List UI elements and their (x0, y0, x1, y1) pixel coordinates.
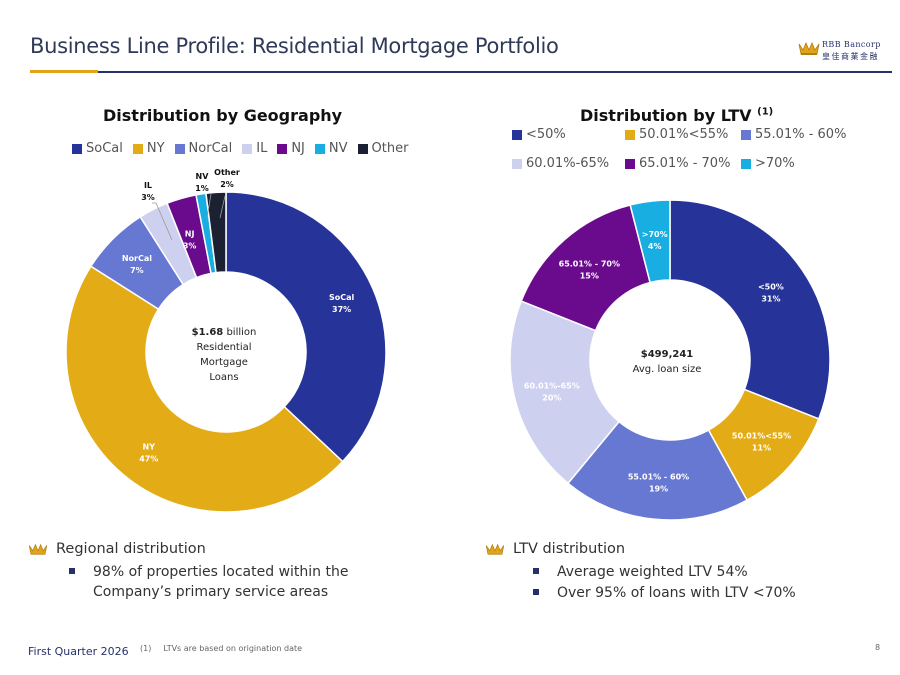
square-bullet-icon (533, 568, 539, 574)
ltv-chart-title: Distribution by LTV (1) (580, 106, 774, 125)
geography-center-label: $1.68 billion Residential Mortgage Loans (191, 327, 257, 383)
legend-label: NorCal (188, 141, 233, 156)
geography-legend: SoCal NY NorCal IL NJ NV Other (72, 141, 432, 156)
legend-item-socal: SoCal (72, 141, 123, 156)
legend-swatch (741, 158, 751, 169)
crown-bullet-icon (485, 543, 505, 555)
square-bullet-icon (533, 589, 539, 595)
legend-label: NV (328, 141, 348, 156)
legend-label: NY (146, 141, 165, 156)
slice-label-50-01-55: 50.01%<55% 11% (732, 432, 791, 453)
crown-bullet-icon (28, 543, 48, 555)
legend-label: 60.01%-65% (526, 156, 610, 171)
slice-socal (225, 191, 387, 463)
ltv-center-label: $499,241 Avg. loan size (632, 349, 702, 375)
legend-item-65-01-70: 65.01% - 70% (625, 156, 741, 171)
legend-swatch (132, 143, 143, 154)
bullet-item: Average weighted LTV 54% (533, 562, 748, 582)
legend-swatch (625, 158, 635, 169)
slice-label-norcal: NorCal 7% (122, 254, 152, 275)
page-title: Business Line Profile: Residential Mortg… (30, 34, 559, 58)
legend-swatch (174, 143, 185, 154)
square-bullet-icon (69, 568, 75, 574)
bullet-item: 98% of properties located within the Com… (69, 562, 393, 602)
legend-swatch (314, 143, 325, 154)
crown-icon (798, 41, 820, 55)
ltv-legend: <50% 50.01%<55% 55.01% - 60% 60.01%-65% 65.0… (512, 127, 872, 171)
legend-item-50: <50% (512, 127, 625, 142)
slice-label-55-01-60: 55.01% - 60% 19% (628, 472, 689, 493)
legend-item-70: >70% (741, 156, 854, 171)
logo-text-cn: 皇佳商業金融 (822, 52, 879, 61)
legend-label: 50.01%<55% (639, 127, 729, 142)
logo-text-en: RBB Bancorp (822, 40, 881, 49)
legend-label: 55.01% - 60% (755, 127, 847, 142)
slice-label-50: <50% 31% (758, 282, 784, 303)
ltv-donut (509, 199, 831, 521)
slice-label-65-01-70: 65.01% - 70% 15% (559, 259, 620, 280)
slice-60-01-65 (509, 300, 621, 485)
legend-swatch (512, 158, 522, 169)
slice-ny (65, 265, 344, 513)
slice-55-01-60 (566, 420, 749, 521)
legend-label: SoCal (86, 141, 123, 156)
legend-label: >70% (755, 156, 795, 171)
slice-label-socal: SoCal 37% (329, 293, 355, 314)
legend-swatch (72, 143, 82, 154)
slice-label-nj: NJ 3% (183, 230, 197, 251)
legend-item-nv: NV (314, 141, 348, 156)
legend-label: IL (256, 141, 268, 156)
slice-label-60-01-65: 60.01%-65% 20% (524, 381, 580, 402)
legend-item-il: IL (242, 141, 267, 156)
legend-swatch (357, 143, 368, 154)
bullet-item: Over 95% of loans with LTV <70% (533, 583, 796, 603)
slice-label-ny: NY 47% (139, 443, 158, 464)
slice-label-nv: NV 1% (195, 172, 209, 193)
legend-swatch (512, 129, 522, 140)
legend-swatch (277, 143, 288, 154)
legend-item-nj: NJ (277, 141, 305, 156)
legend-label: <50% (526, 127, 566, 142)
legend-swatch (741, 129, 751, 140)
legend-swatch (242, 143, 253, 154)
legend-label: NJ (291, 141, 305, 156)
slice-label-il: IL 3% (141, 181, 155, 202)
ltv-distribution-heading: LTV distribution (485, 541, 625, 557)
geography-donut (65, 191, 387, 513)
geography-chart-title: Distribution by Geography (103, 106, 343, 125)
legend-item-other: Other (357, 141, 409, 156)
leader-lines (152, 193, 226, 241)
legend-item-norcal: NorCal (174, 141, 233, 156)
legend-label: 65.01% - 70% (639, 156, 731, 171)
legend-item-55-01-60: 55.01% - 60% (741, 127, 854, 142)
legend-item-50-01-55: 50.01%<55% (625, 127, 741, 142)
legend-item-ny: NY (132, 141, 165, 156)
company-logo: RBB Bancorp 皇佳商業金融 (798, 38, 894, 64)
title-accent-bar (30, 70, 98, 73)
slice-70 (629, 199, 671, 284)
slice-label-70: >70% 4% (642, 230, 668, 251)
title-divider (30, 71, 892, 73)
slice-label-other: Other 2% (214, 168, 240, 189)
legend-item-60-01-65: 60.01%-65% (512, 156, 625, 171)
report-period: First Quarter 2026 (28, 645, 129, 658)
slice-50 (669, 199, 831, 420)
page-number: 8 (875, 643, 881, 652)
regional-distribution-heading: Regional distribution (28, 541, 206, 557)
slice-labels: SoCal 37% NY 47% NorCal 7% IL 3% NJ 3% NV 1% Other 2%… (122, 168, 791, 493)
footnote: (1) LTVs are based on origination date (140, 644, 303, 653)
legend-label: Other (371, 141, 409, 156)
legend-swatch (625, 129, 635, 140)
